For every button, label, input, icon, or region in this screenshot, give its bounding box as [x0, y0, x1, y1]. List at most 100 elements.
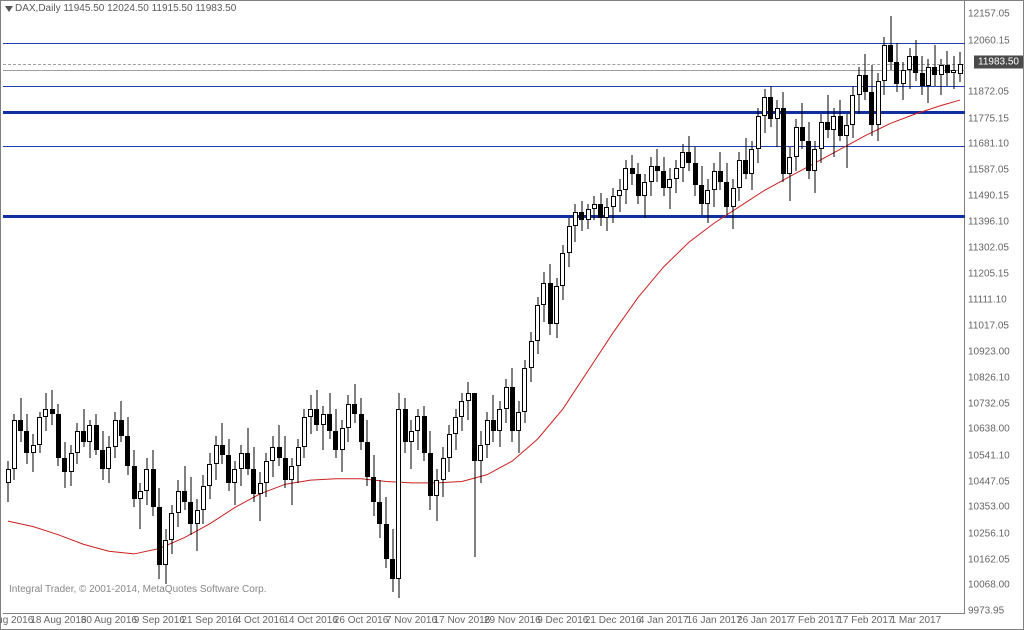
candle[interactable]: [132, 450, 137, 507]
candle[interactable]: [232, 461, 237, 505]
candle[interactable]: [220, 423, 225, 464]
candle[interactable]: [403, 398, 408, 453]
candle[interactable]: [459, 393, 464, 431]
candle[interactable]: [434, 469, 439, 521]
candle[interactable]: [69, 445, 74, 486]
candle[interactable]: [491, 395, 496, 441]
candle[interactable]: [787, 147, 792, 202]
candle[interactable]: [945, 51, 950, 87]
candle[interactable]: [781, 92, 786, 182]
candle[interactable]: [579, 201, 584, 231]
candle[interactable]: [485, 412, 490, 458]
candle[interactable]: [743, 138, 748, 179]
candle[interactable]: [87, 420, 92, 458]
candle[interactable]: [466, 382, 471, 420]
candle[interactable]: [163, 529, 168, 584]
candle[interactable]: [560, 245, 565, 300]
candle[interactable]: [138, 483, 143, 529]
candle[interactable]: [756, 108, 761, 163]
candle[interactable]: [43, 393, 48, 431]
candle[interactable]: [876, 73, 881, 141]
candle[interactable]: [869, 65, 874, 136]
candle[interactable]: [838, 100, 843, 141]
candle[interactable]: [649, 157, 654, 195]
candle[interactable]: [775, 100, 780, 146]
candle[interactable]: [617, 179, 622, 212]
candle[interactable]: [737, 152, 742, 201]
candle[interactable]: [409, 420, 414, 469]
candle[interactable]: [522, 360, 527, 423]
candle[interactable]: [270, 436, 275, 477]
candle[interactable]: [535, 297, 540, 354]
candle[interactable]: [913, 40, 918, 81]
candle[interactable]: [415, 409, 420, 450]
candle[interactable]: [340, 420, 345, 472]
candle[interactable]: [264, 453, 269, 497]
candle[interactable]: [863, 54, 868, 100]
candle[interactable]: [24, 414, 29, 463]
candle[interactable]: [327, 393, 332, 439]
candle[interactable]: [819, 114, 824, 163]
candle[interactable]: [441, 447, 446, 496]
candle[interactable]: [314, 390, 319, 431]
candle[interactable]: [346, 395, 351, 441]
candle[interactable]: [749, 141, 754, 190]
chart-menu-icon[interactable]: [5, 6, 13, 12]
candle[interactable]: [18, 398, 23, 442]
candle[interactable]: [901, 62, 906, 100]
candle[interactable]: [497, 401, 502, 447]
candle[interactable]: [453, 409, 458, 450]
candle[interactable]: [6, 461, 11, 502]
candle[interactable]: [655, 149, 660, 182]
candle[interactable]: [106, 436, 111, 482]
candle[interactable]: [289, 458, 294, 504]
candle[interactable]: [371, 455, 376, 515]
candle[interactable]: [245, 428, 250, 474]
candle[interactable]: [195, 499, 200, 551]
candle[interactable]: [623, 160, 628, 204]
candle[interactable]: [636, 163, 641, 204]
candle[interactable]: [611, 188, 616, 224]
candle[interactable]: [504, 379, 509, 423]
candle[interactable]: [939, 59, 944, 95]
candle[interactable]: [598, 193, 603, 226]
candle[interactable]: [794, 119, 799, 171]
candle[interactable]: [718, 152, 723, 190]
chart-window[interactable]: DAX,Daily 11945.50 12024.50 11915.50 119…: [0, 0, 1024, 630]
candle[interactable]: [302, 409, 307, 458]
candle[interactable]: [850, 86, 855, 138]
candle[interactable]: [81, 409, 86, 447]
candle[interactable]: [592, 196, 597, 221]
candle[interactable]: [182, 466, 187, 510]
candle[interactable]: [447, 425, 452, 471]
candle[interactable]: [37, 412, 42, 453]
candle[interactable]: [680, 144, 685, 182]
plot-area[interactable]: Integral Trader, © 2001-2014, MetaQuotes…: [3, 3, 965, 613]
candle[interactable]: [686, 136, 691, 172]
candle[interactable]: [541, 272, 546, 321]
candle[interactable]: [932, 45, 937, 86]
candle[interactable]: [125, 417, 130, 474]
candle[interactable]: [642, 174, 647, 218]
candle[interactable]: [604, 198, 609, 231]
candle[interactable]: [390, 529, 395, 592]
candle[interactable]: [573, 204, 578, 242]
candle[interactable]: [567, 218, 572, 267]
candle[interactable]: [661, 157, 666, 195]
candle[interactable]: [894, 43, 899, 92]
candle[interactable]: [201, 475, 206, 524]
candle[interactable]: [806, 122, 811, 179]
candle[interactable]: [169, 505, 174, 554]
candle[interactable]: [296, 439, 301, 483]
candle[interactable]: [396, 393, 401, 598]
candle[interactable]: [62, 442, 67, 488]
candle[interactable]: [144, 458, 149, 504]
candle[interactable]: [321, 406, 326, 450]
candle[interactable]: [724, 163, 729, 215]
candle[interactable]: [667, 168, 672, 209]
candle[interactable]: [151, 450, 156, 516]
candle[interactable]: [94, 414, 99, 455]
candle[interactable]: [699, 166, 704, 215]
candle[interactable]: [422, 406, 427, 461]
candle[interactable]: [926, 59, 931, 103]
